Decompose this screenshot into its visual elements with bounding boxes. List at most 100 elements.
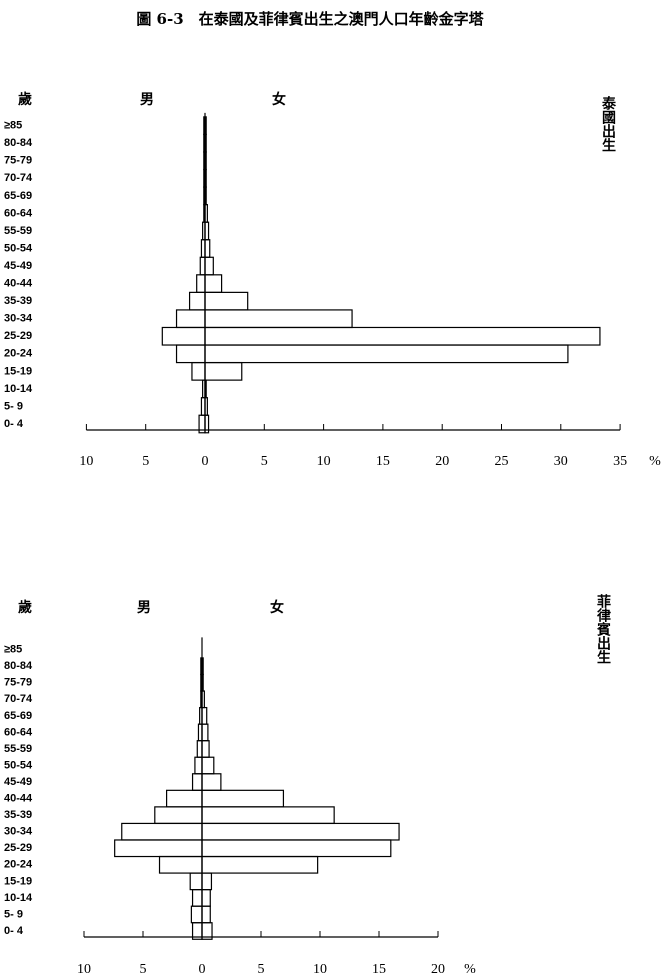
y-tick-label: 80-84 [4, 137, 33, 149]
y-tick-label: 70-74 [4, 172, 33, 184]
bar [204, 344, 569, 364]
x-axis-unit: % [649, 454, 661, 469]
y-tick-label: 10-14 [4, 892, 33, 904]
x-tick-label: 25 [495, 454, 509, 469]
y-tick-label: 0- 4 [4, 925, 24, 937]
y-tick-label: 15-19 [4, 365, 32, 377]
y-tick-label: ≥85 [4, 120, 22, 132]
y-axis-label: 歲 [18, 599, 32, 616]
bar [166, 789, 203, 808]
bar [201, 740, 210, 758]
y-tick-label: 0- 4 [4, 418, 24, 430]
bar [204, 274, 223, 293]
x-tick-label: 15 [372, 962, 386, 977]
y-tick-label: 5- 9 [4, 400, 23, 412]
bar [190, 905, 203, 924]
bar [201, 723, 209, 742]
y-tick-label: 75-79 [4, 155, 32, 167]
bar [204, 361, 243, 381]
x-axis-unit: % [464, 962, 476, 977]
y-tick-label: ≥85 [4, 644, 22, 656]
bar [201, 756, 215, 775]
x-tick-label: 20 [431, 962, 445, 977]
bar [204, 326, 601, 346]
bar [196, 740, 203, 758]
y-tick-label: 65-69 [4, 190, 32, 202]
bar [201, 905, 211, 924]
bar [188, 291, 206, 311]
bar [204, 239, 211, 258]
bar [201, 806, 335, 825]
y-tick-label: 80-84 [4, 660, 33, 672]
bar [161, 326, 206, 346]
bar [189, 872, 203, 891]
x-tick-label: 35 [613, 454, 627, 469]
y-tick-label: 55-59 [4, 225, 32, 237]
bar [158, 855, 203, 874]
y-tick-label: 50-54 [4, 759, 33, 771]
y-tick-label: 60-64 [4, 726, 33, 738]
y-tick-label: 70-74 [4, 693, 33, 705]
y-tick-label: 25-29 [4, 330, 32, 342]
y-tick-label: 35-39 [4, 295, 32, 307]
x-tick-label: 0 [202, 454, 209, 469]
x-tick-label: 0 [199, 962, 206, 977]
bar [175, 309, 206, 329]
y-tick-label: 60-64 [4, 207, 33, 219]
y-tick-label: 55-59 [4, 743, 32, 755]
y-tick-label: 5- 9 [4, 908, 23, 920]
y-tick-label: 30-34 [4, 826, 33, 838]
y-axis-label: 歲 [18, 91, 32, 108]
bar [154, 806, 203, 825]
bar [175, 344, 206, 364]
x-tick-label: 30 [554, 454, 568, 469]
x-tick-label: 10 [77, 962, 91, 977]
side-label: 泰國出生 [600, 95, 617, 152]
y-tick-label: 65-69 [4, 710, 32, 722]
legend-male: 男 [140, 92, 154, 108]
x-tick-label: 10 [79, 454, 93, 469]
bar [201, 789, 285, 808]
legend-male: 男 [137, 600, 151, 616]
bar [191, 773, 203, 791]
bar [204, 291, 249, 311]
y-tick-label: 40-44 [4, 278, 33, 290]
bar [201, 706, 208, 725]
bar [201, 839, 392, 858]
y-tick-label: 35-39 [4, 809, 32, 821]
bar [201, 872, 213, 891]
bar [201, 822, 400, 841]
y-tick-label: 45-49 [4, 776, 32, 788]
side-label: 菲律賓出生 [595, 593, 612, 664]
x-tick-label: 5 [142, 454, 149, 469]
bar [191, 889, 203, 907]
x-tick-label: 10 [313, 962, 327, 977]
x-tick-label: 5 [261, 454, 268, 469]
bar [201, 889, 211, 907]
x-tick-label: 5 [258, 962, 265, 977]
legend-female: 女 [270, 599, 284, 616]
y-tick-label: 15-19 [4, 875, 32, 887]
y-tick-label: 25-29 [4, 842, 32, 854]
bar [191, 361, 206, 381]
x-tick-label: 20 [435, 454, 449, 469]
y-tick-label: 45-49 [4, 260, 32, 272]
bar [196, 274, 206, 293]
y-tick-label: 75-79 [4, 677, 32, 689]
x-tick-label: 15 [376, 454, 390, 469]
bar [201, 855, 319, 874]
bar [199, 256, 206, 276]
legend-female: 女 [272, 91, 286, 108]
bar [121, 822, 203, 841]
page-title: 圖 6-3 在泰國及菲律賓出生之澳門人口年齡金字塔 [136, 10, 484, 28]
bar [204, 309, 353, 329]
y-tick-label: 30-34 [4, 313, 33, 325]
x-tick-label: 5 [140, 962, 147, 977]
bar [204, 256, 214, 276]
y-tick-label: 20-24 [4, 859, 33, 871]
bar [114, 839, 203, 858]
y-tick-label: 10-14 [4, 383, 33, 395]
y-tick-label: 20-24 [4, 348, 33, 360]
y-tick-label: 40-44 [4, 793, 33, 805]
